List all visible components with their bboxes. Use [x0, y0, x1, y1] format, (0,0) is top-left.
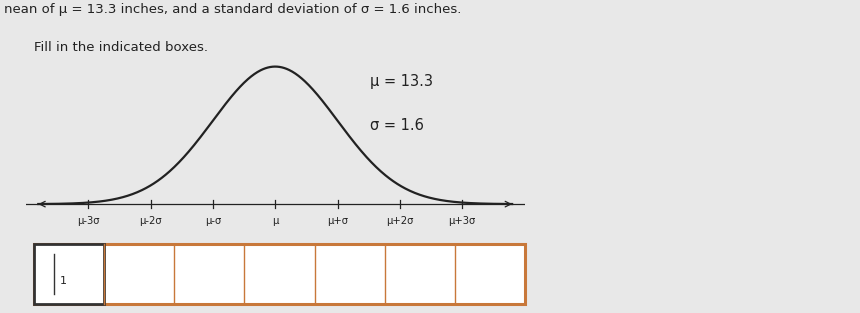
Text: μ = 13.3: μ = 13.3: [370, 74, 433, 89]
Text: 1: 1: [60, 276, 67, 286]
Text: μ: μ: [272, 217, 279, 227]
Text: σ = 1.6: σ = 1.6: [370, 118, 424, 133]
Text: μ+3σ: μ+3σ: [449, 217, 476, 227]
Text: nean of μ = 13.3 inches, and a standard deviation of σ = 1.6 inches.: nean of μ = 13.3 inches, and a standard …: [4, 3, 462, 16]
Text: μ-σ: μ-σ: [205, 217, 221, 227]
Text: μ+σ: μ+σ: [327, 217, 348, 227]
Text: μ-2σ: μ-2σ: [139, 217, 162, 227]
Text: μ+2σ: μ+2σ: [386, 217, 414, 227]
Text: μ-3σ: μ-3σ: [77, 217, 100, 227]
Text: Fill in the indicated boxes.: Fill in the indicated boxes.: [34, 41, 208, 54]
